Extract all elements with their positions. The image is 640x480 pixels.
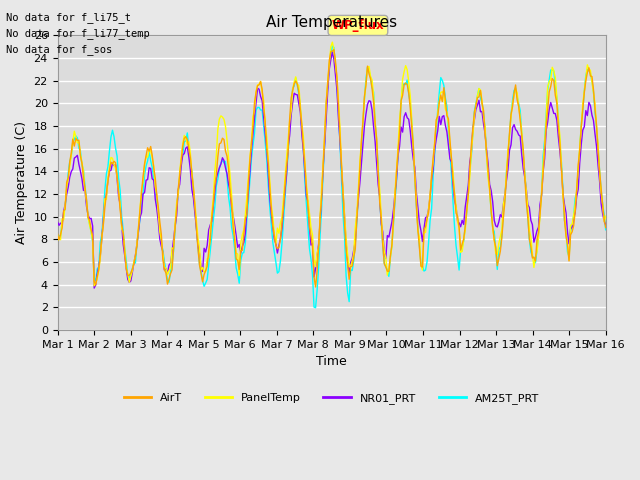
AM25T_PRT <box>293 82 301 88</box>
AirT <box>54 231 61 237</box>
Text: No data for f_sos: No data for f_sos <box>6 44 113 55</box>
AM25T_PRT <box>54 236 61 242</box>
PanelTemp <box>90 283 98 288</box>
Text: WP_flux: WP_flux <box>332 19 384 32</box>
AM25T_PRT <box>574 168 582 173</box>
PanelTemp <box>54 238 61 243</box>
NR01_PRT <box>237 250 244 256</box>
AirT <box>312 284 319 290</box>
NR01_PRT <box>246 168 253 174</box>
AirT <box>217 140 225 146</box>
NR01_PRT <box>219 155 227 161</box>
AirT <box>121 251 129 256</box>
AM25T_PRT <box>121 245 129 251</box>
NR01_PRT <box>602 222 609 228</box>
AirT <box>574 162 582 168</box>
NR01_PRT <box>328 49 336 55</box>
NR01_PRT <box>295 100 303 106</box>
Line: AirT: AirT <box>58 49 605 287</box>
AirT <box>602 225 609 230</box>
AM25T_PRT <box>312 305 319 311</box>
AirT <box>293 81 301 87</box>
AirT <box>330 47 338 52</box>
AM25T_PRT <box>244 199 252 204</box>
AM25T_PRT <box>217 160 225 166</box>
NR01_PRT <box>574 186 582 192</box>
PanelTemp <box>122 264 130 270</box>
Y-axis label: Air Temperature (C): Air Temperature (C) <box>15 121 28 244</box>
NR01_PRT <box>54 219 61 225</box>
PanelTemp <box>328 39 336 45</box>
AM25T_PRT <box>328 43 336 49</box>
Text: No data for f_li75_t: No data for f_li75_t <box>6 12 131 23</box>
PanelTemp <box>237 240 244 246</box>
Line: NR01_PRT: NR01_PRT <box>58 52 605 288</box>
AM25T_PRT <box>236 280 243 286</box>
PanelTemp <box>602 213 609 219</box>
AM25T_PRT <box>602 227 609 233</box>
AirT <box>236 267 243 273</box>
PanelTemp <box>295 83 303 88</box>
PanelTemp <box>246 155 253 160</box>
Text: No data for f_li77_temp: No data for f_li77_temp <box>6 28 150 39</box>
X-axis label: Time: Time <box>316 355 347 368</box>
Title: Air Temperatures: Air Temperatures <box>266 15 397 30</box>
NR01_PRT <box>122 265 130 271</box>
PanelTemp <box>574 166 582 172</box>
Legend: AirT, PanelTemp, NR01_PRT, AM25T_PRT: AirT, PanelTemp, NR01_PRT, AM25T_PRT <box>119 388 544 408</box>
AirT <box>244 180 252 186</box>
Line: AM25T_PRT: AM25T_PRT <box>58 46 605 308</box>
PanelTemp <box>219 114 227 120</box>
Line: PanelTemp: PanelTemp <box>58 42 605 286</box>
NR01_PRT <box>90 285 98 291</box>
